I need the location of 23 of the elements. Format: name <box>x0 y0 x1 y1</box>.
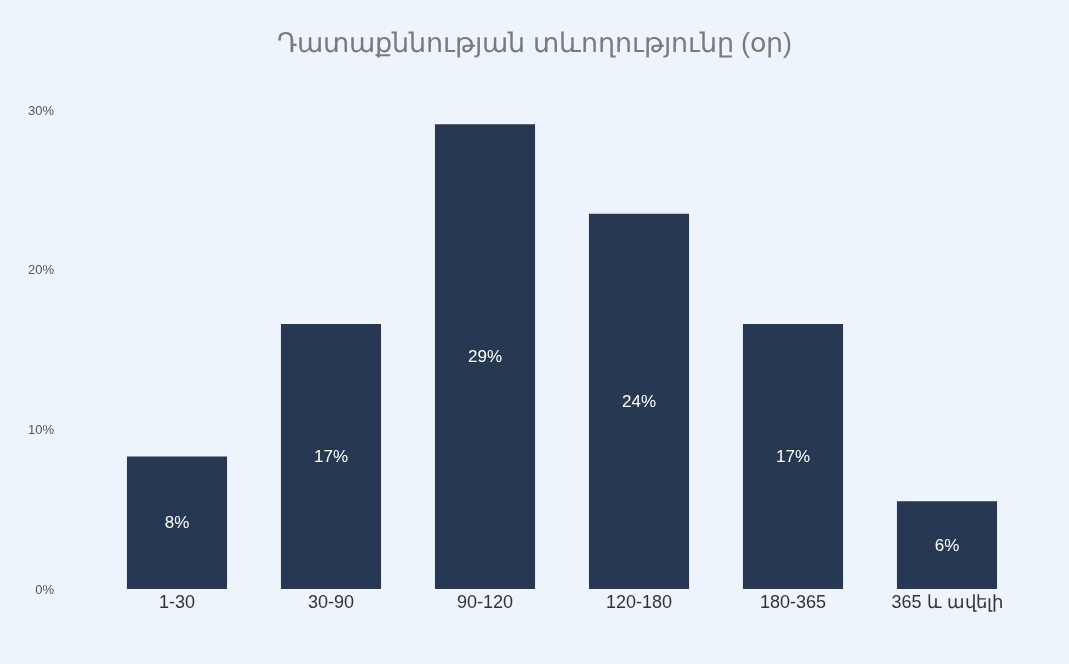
data-label: 17% <box>775 446 811 466</box>
bar <box>126 456 228 589</box>
y-tick-label: 30% <box>27 102 55 118</box>
y-tick-label: 10% <box>27 421 55 437</box>
bar <box>742 323 844 589</box>
data-label: 24% <box>621 391 657 411</box>
x-tick-label: 1-30 <box>158 592 196 612</box>
x-tick-label: 90-120 <box>456 592 514 612</box>
y-tick-label: 0% <box>35 581 55 597</box>
bar <box>434 124 536 589</box>
data-label: 8% <box>164 513 190 533</box>
data-label: 29% <box>467 347 503 367</box>
x-tick-label: 30-90 <box>307 592 355 612</box>
x-tick-label: 120-180 <box>605 592 673 612</box>
x-tick-label: 180-365 <box>759 592 827 612</box>
data-label: 6% <box>934 535 960 555</box>
bar <box>280 323 382 589</box>
bar <box>896 501 998 589</box>
y-tick-label: 20% <box>27 262 55 278</box>
data-label: 17% <box>313 446 349 466</box>
chart-title: Դատաքննության տևողությունը (օր) <box>277 28 792 59</box>
x-tick-label: 365 և ավելի <box>891 592 1003 612</box>
bar <box>588 213 690 589</box>
